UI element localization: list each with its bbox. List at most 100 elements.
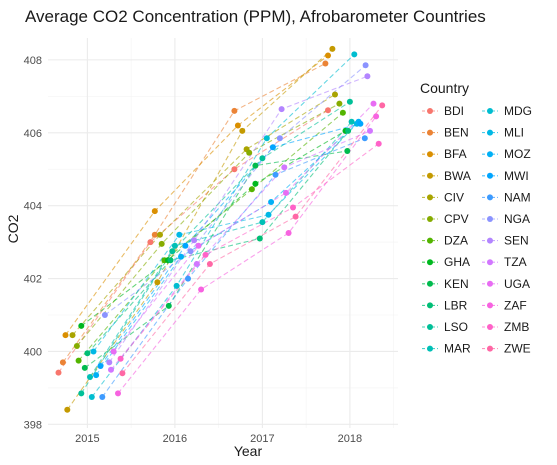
data-point-lbr (345, 127, 352, 134)
legend-label-ben: BEN (444, 126, 469, 140)
legend-key-point (487, 194, 493, 201)
series-line-bwa (66, 48, 333, 411)
legend: Country BDI BEN BFA BWA CIV CPV DZA GHA KEN LBR LS… (420, 80, 532, 356)
legend-key-point (427, 345, 433, 352)
data-point-nga (101, 312, 108, 318)
legend-key-point (427, 216, 433, 222)
data-point-nam (361, 135, 368, 142)
data-point-gha (252, 180, 259, 187)
data-point-bwa (329, 45, 336, 52)
data-point-lbr (167, 257, 174, 264)
data-point-ben (231, 107, 238, 114)
legend-label-moz: MOZ (504, 147, 531, 161)
data-point-civ (157, 231, 163, 238)
data-point-uga (370, 100, 377, 107)
data-point-zaf (285, 230, 292, 236)
data-point-dza (75, 357, 82, 364)
data-point-zaf (373, 113, 380, 120)
y-tick-label: 406 (24, 128, 42, 140)
series-line-sen (108, 75, 368, 363)
data-point-mli (265, 211, 272, 218)
x-tick-label: 2016 (163, 433, 187, 445)
legend-key-point (427, 259, 433, 266)
legend-label-dza: DZA (444, 234, 468, 248)
legend-label-ken: KEN (444, 277, 469, 291)
data-point-sen (106, 359, 113, 366)
legend-label-lso: LSO (444, 320, 468, 334)
y-tick-label: 398 (24, 419, 42, 431)
x-tick-labels: 2015 2016 2017 2018 (75, 433, 362, 445)
series-line-moz (95, 121, 359, 376)
data-point-zmb (202, 251, 209, 258)
legend-label-uga: UGA (504, 277, 530, 291)
series-line-zwe (121, 105, 383, 374)
data-point-zaf (198, 286, 205, 293)
data-point-zmb (375, 140, 382, 147)
series-line-lso (80, 101, 351, 394)
data-point-ben (59, 359, 66, 366)
legend-label-bdi: BDI (444, 104, 464, 118)
data-point-ken (252, 162, 259, 169)
legend-label-mwi: MWI (504, 169, 529, 183)
data-point-bwa (239, 127, 246, 134)
legend-key-point (487, 302, 493, 309)
data-point-uga (195, 242, 202, 249)
y-axis-title: CO2 (5, 214, 21, 243)
data-point-bwa (154, 279, 161, 286)
data-point-zwe (292, 213, 299, 220)
legend-key-point (487, 129, 493, 136)
data-point-bdi (325, 107, 331, 114)
data-point-mwi (182, 242, 189, 249)
data-point-bfa (62, 332, 69, 339)
data-point-zaf (115, 390, 121, 397)
legend-label-mar: MAR (444, 342, 471, 356)
legend-key-point (427, 129, 433, 136)
data-point-lbr (84, 350, 91, 357)
legend-key-point (487, 237, 493, 244)
legend-label-zwe: ZWE (504, 342, 531, 356)
legend-label-lbr: LBR (444, 298, 468, 312)
data-point-nam (185, 275, 191, 282)
chart-title: Average CO2 Concentration (PPM), Afrobar… (25, 7, 486, 26)
data-point-lso (346, 98, 353, 105)
data-point-mdg (351, 51, 358, 58)
legend-key-point (427, 302, 433, 309)
legend-key-point (487, 259, 493, 266)
data-point-tza (367, 127, 373, 134)
legend-title: Country (420, 80, 469, 96)
data-point-lso (78, 390, 85, 397)
data-point-mli (90, 348, 97, 355)
data-point-zwe (119, 370, 126, 377)
legend-label-sen: SEN (504, 234, 529, 248)
data-point-zmb (290, 204, 296, 211)
data-point-ben (322, 60, 329, 67)
data-point-bdi (147, 239, 154, 246)
legend-label-gha: GHA (444, 255, 470, 269)
series-line-civ (72, 94, 336, 336)
data-point-sen (364, 73, 371, 80)
data-point-lso (259, 155, 266, 162)
legend-key-point (487, 216, 493, 222)
data-point-mwi (97, 363, 104, 369)
legend-key-point (487, 324, 493, 330)
x-axis-title: Year (234, 443, 263, 459)
x-tick-label: 2015 (75, 433, 99, 445)
legend-key-point (427, 194, 433, 201)
legend-label-civ: CIV (444, 190, 464, 204)
data-point-ben (151, 231, 158, 238)
legend-label-bwa: BWA (444, 169, 471, 183)
data-point-mar (87, 374, 93, 380)
legend-key-point (487, 151, 493, 158)
data-point-cpv (246, 149, 253, 156)
legend-key-point (427, 324, 433, 330)
y-tick-label: 408 (24, 55, 42, 67)
data-point-mdg (88, 394, 95, 400)
data-point-ken (165, 302, 172, 309)
data-point-mwi (269, 144, 276, 151)
data-point-bfa (325, 52, 331, 59)
legend-label-mli: MLI (504, 126, 524, 140)
data-point-tza (281, 164, 288, 171)
legend-key-point (487, 108, 493, 114)
x-tick-label: 2017 (250, 433, 274, 445)
